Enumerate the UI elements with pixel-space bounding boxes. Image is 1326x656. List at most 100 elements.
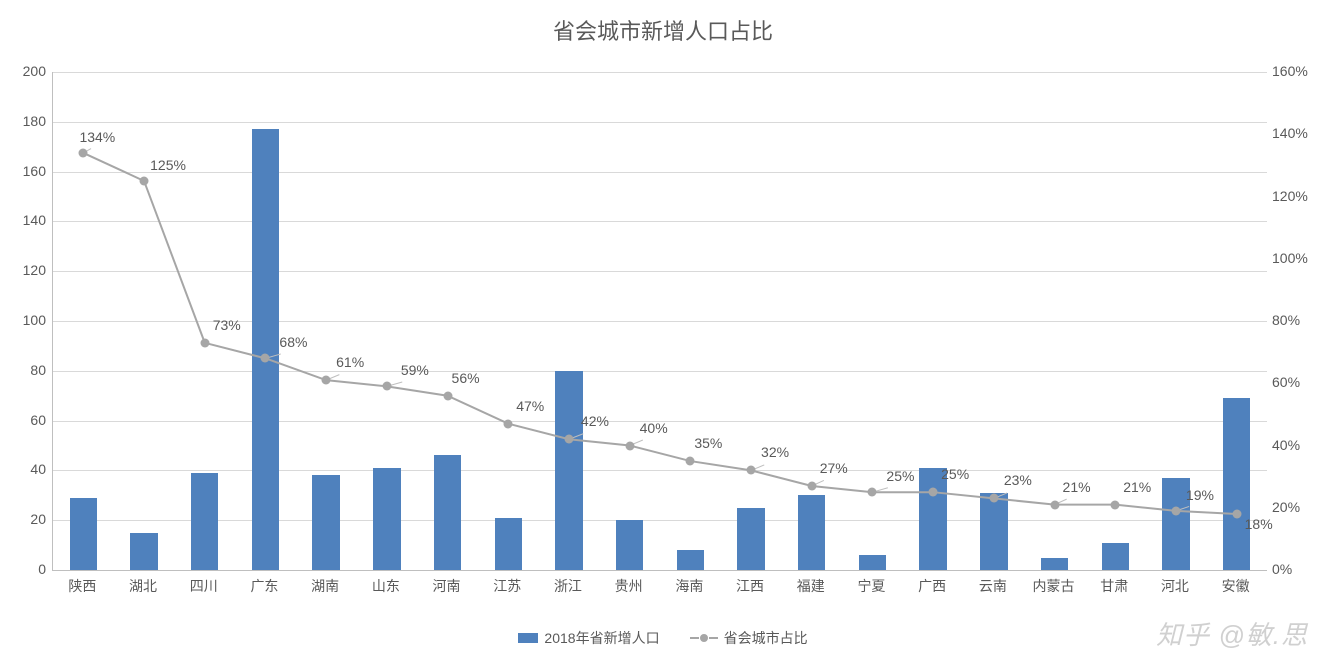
bar [798, 495, 825, 570]
line-marker [868, 488, 877, 497]
line-data-label: 25% [941, 466, 969, 482]
x-axis-tick: 浙江 [538, 576, 599, 596]
y-axis-left-tick: 140 [8, 212, 46, 228]
line-data-label: 47% [516, 398, 544, 414]
line-marker [1111, 500, 1120, 509]
bar [373, 468, 400, 570]
x-axis-tick: 贵州 [598, 576, 659, 596]
bar [312, 475, 339, 570]
x-axis-tick: 江西 [720, 576, 781, 596]
y-axis-right-tick: 80% [1272, 312, 1300, 328]
legend-label: 2018年省新增人口 [544, 628, 659, 648]
line-data-label: 27% [820, 460, 848, 476]
line-marker [443, 391, 452, 400]
bar [1041, 558, 1068, 570]
y-axis-right-tick: 60% [1272, 374, 1300, 390]
legend-item: 2018年省新增人口 [518, 628, 659, 648]
y-axis-left-tick: 180 [8, 113, 46, 129]
line-data-label: 42% [581, 413, 609, 429]
x-axis-tick: 四川 [173, 576, 234, 596]
y-axis-left-tick: 20 [8, 511, 46, 527]
legend-swatch-bar [518, 633, 538, 643]
line-data-label: 56% [452, 370, 480, 386]
x-axis-tick: 内蒙古 [1023, 576, 1084, 596]
line-data-label: 25% [886, 468, 914, 484]
line-data-label: 35% [694, 435, 722, 451]
line-data-label: 23% [1004, 472, 1032, 488]
plot-area: 134%125%73%68%61%59%56%47%42%40%35%32%27… [52, 72, 1267, 571]
line-marker [261, 354, 270, 363]
bar [1223, 398, 1250, 570]
x-axis-tick: 广西 [902, 576, 963, 596]
line-marker [1050, 500, 1059, 509]
line-data-label: 68% [279, 334, 307, 350]
y-axis-right-tick: 160% [1272, 63, 1308, 79]
legend-swatch-line [690, 633, 718, 643]
y-axis-left-tick: 80 [8, 362, 46, 378]
y-axis-right-tick: 0% [1272, 561, 1292, 577]
x-axis-tick: 陕西 [52, 576, 113, 596]
x-axis-tick: 福建 [780, 576, 841, 596]
line-data-label: 19% [1186, 487, 1214, 503]
bar [70, 498, 97, 570]
bar [252, 129, 279, 570]
line-marker [200, 338, 209, 347]
legend: 2018年省新增人口 省会城市占比 [0, 628, 1326, 648]
line-data-label: 18% [1245, 516, 1273, 532]
x-axis-tick: 宁夏 [841, 576, 902, 596]
chart-title: 省会城市新增人口占比 [0, 14, 1326, 46]
grid-line [53, 122, 1267, 123]
bar [980, 493, 1007, 570]
line-marker [79, 148, 88, 157]
grid-line [53, 172, 1267, 173]
x-axis-tick: 海南 [659, 576, 720, 596]
bar [434, 455, 461, 570]
legend-label: 省会城市占比 [724, 628, 808, 648]
y-axis-left-tick: 100 [8, 312, 46, 328]
x-axis-tick: 甘肃 [1084, 576, 1145, 596]
y-axis-left-tick: 0 [8, 561, 46, 577]
y-axis-right-tick: 140% [1272, 125, 1308, 141]
line-data-label: 21% [1123, 479, 1151, 495]
line-marker [140, 176, 149, 185]
bar [677, 550, 704, 570]
grid-line [53, 271, 1267, 272]
y-axis-left-tick: 120 [8, 262, 46, 278]
legend-item: 省会城市占比 [690, 628, 808, 648]
line-data-label: 125% [150, 157, 186, 173]
x-axis-tick: 山东 [356, 576, 417, 596]
x-axis-tick: 湖南 [295, 576, 356, 596]
line-data-label: 32% [761, 444, 789, 460]
line-marker [382, 382, 391, 391]
bar [737, 508, 764, 570]
y-axis-right-tick: 20% [1272, 499, 1300, 515]
line-marker [807, 481, 816, 490]
x-axis-tick: 湖北 [113, 576, 174, 596]
line-marker [625, 441, 634, 450]
bar [191, 473, 218, 570]
y-axis-right-tick: 40% [1272, 437, 1300, 453]
bar [555, 371, 582, 570]
line-data-label: 59% [401, 362, 429, 378]
line-marker [564, 435, 573, 444]
bar [495, 518, 522, 570]
line-marker [1171, 506, 1180, 515]
grid-line [53, 371, 1267, 372]
bar [859, 555, 886, 570]
line-data-label: 134% [79, 129, 115, 145]
x-axis-tick: 广东 [234, 576, 295, 596]
x-axis-tick: 安徽 [1205, 576, 1266, 596]
line-marker [686, 457, 695, 466]
line-marker [747, 466, 756, 475]
line-marker [929, 488, 938, 497]
bar [1102, 543, 1129, 570]
x-axis-tick: 河南 [416, 576, 477, 596]
line-data-label: 61% [336, 354, 364, 370]
y-axis-left-tick: 200 [8, 63, 46, 79]
x-axis-tick: 云南 [963, 576, 1024, 596]
x-axis-tick: 江苏 [477, 576, 538, 596]
line-marker [989, 494, 998, 503]
y-axis-right-tick: 120% [1272, 188, 1308, 204]
line-marker [322, 376, 331, 385]
grid-line [53, 221, 1267, 222]
